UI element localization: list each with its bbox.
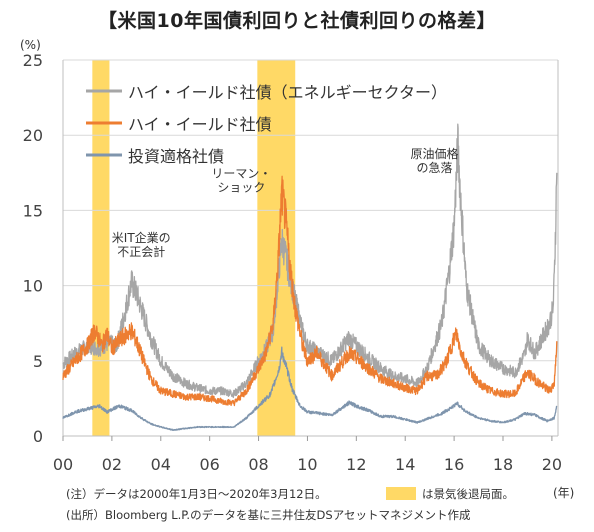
x-tick-label: 12 — [346, 455, 366, 474]
y-tick-label: 25 — [23, 51, 43, 70]
x-tick-label: 10 — [297, 455, 317, 474]
series-line-1 — [62, 123, 558, 399]
x-unit-label: (年) — [553, 486, 575, 500]
annotation-line: 原油価格 — [411, 146, 459, 161]
x-tick-label: 20 — [542, 455, 562, 474]
footnote-source: (出所）Bloomberg L.P.のデータを基に三井住友DSアセットマネジメン… — [66, 508, 471, 522]
recession-legend-swatch — [386, 487, 416, 500]
x-tick-label: 08 — [248, 455, 268, 474]
x-tick-label: 04 — [151, 455, 171, 474]
footnote-data-period: (注）データは2000年1月3日～2020年3月12日。 — [66, 487, 327, 501]
y-tick-label: 0 — [33, 427, 43, 446]
x-tick-label: 00 — [53, 455, 73, 474]
series-line-2 — [62, 175, 558, 407]
legend-label-2: ハイ・イールド社債 — [128, 115, 272, 134]
x-tick-label: 16 — [444, 455, 464, 474]
y-tick-label: 10 — [23, 277, 43, 296]
annotation-3: 原油価格の急落 — [411, 146, 459, 175]
annotation-line: ショック — [217, 180, 265, 194]
recession-band-1 — [92, 60, 110, 436]
legend-label-1: ハイ・イールド社債（エネルギーセクター） — [128, 83, 447, 102]
annotation-line: 不正会計 — [117, 244, 165, 259]
legend-label-3: 投資適格社債 — [128, 147, 224, 166]
annotation-line: リーマン・ — [211, 166, 271, 180]
series-line-3 — [62, 346, 558, 431]
annotation-1: 米IT企業の不正会計 — [112, 230, 171, 259]
x-tick-label: 14 — [395, 455, 415, 474]
annotation-2: リーマン・ショック — [211, 166, 271, 194]
recession-legend-label: は景気後退局面。 — [422, 487, 514, 501]
annotation-line: 米IT企業の — [112, 230, 171, 245]
y-tick-label: 5 — [33, 352, 43, 371]
chart-title: 【米国10年国債利回りと社債利回りの格差】 — [98, 10, 496, 32]
x-tick-label: 18 — [493, 455, 513, 474]
y-unit-label: (%) — [20, 38, 41, 52]
x-tick-label: 06 — [199, 455, 219, 474]
annotation-line: の急落 — [417, 160, 453, 175]
x-tick-label: 02 — [102, 455, 122, 474]
y-tick-label: 15 — [23, 201, 43, 220]
y-tick-label: 20 — [23, 126, 43, 145]
